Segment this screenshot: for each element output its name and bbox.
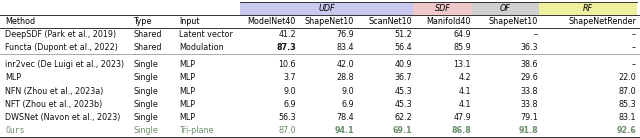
Text: 56.4: 56.4	[394, 43, 412, 52]
Text: 76.9: 76.9	[336, 30, 354, 39]
Text: ScanNet10: ScanNet10	[369, 17, 412, 26]
Text: NFN (Zhou et al., 2023a): NFN (Zhou et al., 2023a)	[5, 87, 104, 95]
Text: 42.0: 42.0	[337, 60, 354, 69]
Text: Tri-plane: Tri-plane	[179, 126, 214, 135]
Text: Shared: Shared	[133, 30, 161, 39]
Text: 64.9: 64.9	[453, 30, 471, 39]
Text: 87.3: 87.3	[276, 43, 296, 52]
Text: Single: Single	[133, 73, 157, 82]
Text: 13.1: 13.1	[454, 60, 471, 69]
Text: 4.1: 4.1	[458, 87, 471, 95]
Text: inr2vec (De Luigi et al., 2023): inr2vec (De Luigi et al., 2023)	[5, 60, 124, 69]
Bar	[472, 2, 539, 15]
Text: 85.9: 85.9	[453, 43, 471, 52]
Text: –: –	[632, 43, 636, 52]
Text: ShapeNet10: ShapeNet10	[305, 17, 354, 26]
Text: SDF: SDF	[435, 4, 451, 13]
Text: –: –	[534, 30, 538, 39]
Text: Single: Single	[133, 126, 157, 135]
Text: OF: OF	[500, 4, 511, 13]
Text: Single: Single	[133, 87, 157, 95]
Text: 83.4: 83.4	[337, 43, 354, 52]
Text: 45.3: 45.3	[394, 87, 412, 95]
Text: Type: Type	[133, 17, 152, 26]
Text: RF: RF	[583, 4, 593, 13]
Text: 3.7: 3.7	[284, 73, 296, 82]
Text: 33.8: 33.8	[520, 100, 538, 109]
Text: 33.8: 33.8	[520, 87, 538, 95]
Text: NFT (Zhou et al., 2023b): NFT (Zhou et al., 2023b)	[5, 100, 102, 109]
Text: 91.8: 91.8	[518, 126, 538, 135]
Text: 38.6: 38.6	[520, 60, 538, 69]
Text: 41.2: 41.2	[278, 30, 296, 39]
Text: Shared: Shared	[133, 43, 161, 52]
Text: 69.1: 69.1	[392, 126, 412, 135]
Text: MLP: MLP	[179, 113, 195, 122]
Text: 9.0: 9.0	[341, 87, 354, 95]
Text: 28.8: 28.8	[337, 73, 354, 82]
Text: MLP: MLP	[179, 87, 195, 95]
Text: 85.3: 85.3	[618, 100, 636, 109]
Text: Manifold40: Manifold40	[427, 17, 471, 26]
Text: –: –	[632, 30, 636, 39]
Text: Method: Method	[5, 17, 35, 26]
Text: MLP: MLP	[179, 100, 195, 109]
Text: Functa (Dupont et al., 2022): Functa (Dupont et al., 2022)	[5, 43, 118, 52]
Text: Ours: Ours	[5, 126, 24, 135]
Text: 87.0: 87.0	[278, 126, 296, 135]
Text: 10.6: 10.6	[278, 60, 296, 69]
Text: –: –	[632, 60, 636, 69]
Text: UDF: UDF	[318, 4, 335, 13]
Text: 36.7: 36.7	[394, 73, 412, 82]
Text: 79.1: 79.1	[520, 113, 538, 122]
Text: 94.1: 94.1	[334, 126, 354, 135]
Text: 4.1: 4.1	[458, 100, 471, 109]
Text: 29.6: 29.6	[520, 73, 538, 82]
Text: DeepSDF (Park et al., 2019): DeepSDF (Park et al., 2019)	[5, 30, 116, 39]
Text: 22.0: 22.0	[618, 73, 636, 82]
Text: ShapeNetRender: ShapeNetRender	[568, 17, 636, 26]
Text: 36.3: 36.3	[520, 43, 538, 52]
Text: 4.2: 4.2	[458, 73, 471, 82]
Text: 40.9: 40.9	[394, 60, 412, 69]
Text: ShapeNet10: ShapeNet10	[489, 17, 538, 26]
Text: Modulation: Modulation	[179, 43, 223, 52]
Text: 6.9: 6.9	[284, 100, 296, 109]
Text: DWSNet (Navon et al., 2023): DWSNet (Navon et al., 2023)	[5, 113, 120, 122]
Text: Single: Single	[133, 100, 157, 109]
Text: MLP: MLP	[179, 60, 195, 69]
Text: 78.4: 78.4	[337, 113, 354, 122]
Bar	[539, 2, 637, 15]
Text: 62.2: 62.2	[394, 113, 412, 122]
Text: 45.3: 45.3	[394, 100, 412, 109]
Bar	[240, 2, 413, 15]
Text: Single: Single	[133, 113, 157, 122]
Text: 83.1: 83.1	[618, 113, 636, 122]
Text: MLP: MLP	[179, 73, 195, 82]
Bar	[413, 2, 472, 15]
Text: ModelNet40: ModelNet40	[248, 17, 296, 26]
Text: 86.8: 86.8	[451, 126, 471, 135]
Text: Latent vector: Latent vector	[179, 30, 233, 39]
Text: MLP: MLP	[5, 73, 21, 82]
Text: Single: Single	[133, 60, 157, 69]
Text: 9.0: 9.0	[284, 87, 296, 95]
Text: 47.9: 47.9	[453, 113, 471, 122]
Text: 92.6: 92.6	[616, 126, 636, 135]
Text: 56.3: 56.3	[278, 113, 296, 122]
Text: 6.9: 6.9	[341, 100, 354, 109]
Text: 51.2: 51.2	[394, 30, 412, 39]
Text: 87.0: 87.0	[618, 87, 636, 95]
Text: Input: Input	[179, 17, 200, 26]
